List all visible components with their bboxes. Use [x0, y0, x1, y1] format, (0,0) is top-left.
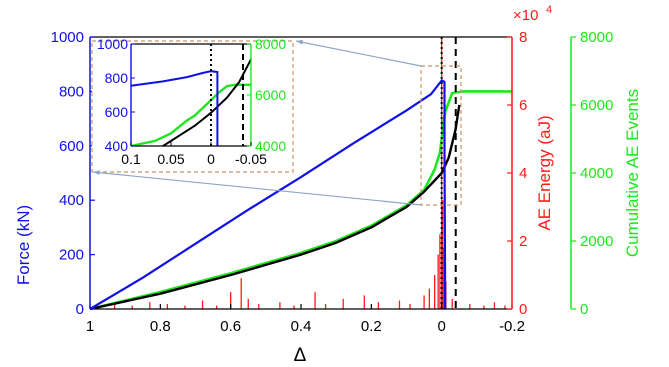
energy-tick-label: 2 — [519, 233, 527, 250]
main-series — [89, 37, 512, 311]
force-tick-label: 0 — [76, 301, 84, 318]
x-tick-label: 0 — [437, 318, 445, 335]
energy-axis-label: AE Energy (aJ) — [535, 115, 554, 230]
inset-left-tick-label: 1000 — [97, 36, 128, 52]
inset-plot: 0.1 0.05 0 -0.05 400 600 800 1000 4000 6000 8000 — [91, 36, 462, 206]
inset-x-tick-label: 0 — [207, 151, 215, 167]
inset-right-tick-label: 4000 — [255, 138, 286, 154]
force-tick-label: 600 — [59, 138, 84, 155]
energy-tick-label: 8 — [519, 29, 527, 46]
inset-leader-bottom — [92, 171, 422, 206]
inset-leader-top-head — [296, 39, 303, 45]
inset-x-tick-label: -0.05 — [235, 151, 267, 167]
inset-events-line — [130, 83, 251, 148]
force-series-line — [89, 79, 447, 310]
inset-left-tick-label: 400 — [105, 138, 129, 154]
x-tick-label: 0.6 — [220, 318, 241, 335]
energy-multiplier-label: ×10 — [513, 7, 538, 24]
inset-right-tick-label: 6000 — [255, 87, 286, 103]
inset-force-line — [130, 70, 219, 146]
force-axis-label: Force (kN) — [14, 205, 33, 285]
x-tick-label: 0.4 — [291, 318, 312, 335]
force-tick-label: 200 — [59, 247, 84, 264]
x-tick-label: 0.8 — [150, 318, 171, 335]
energy-tick-label: 4 — [519, 165, 527, 182]
energy-tick-label: 0 — [519, 301, 527, 318]
axis-labels: Δ Force (kN) AE Energy (aJ) Cumulative A… — [14, 4, 642, 366]
events-tick-label: 0 — [580, 301, 588, 318]
x-tick-label: -0.2 — [499, 318, 525, 335]
x-axis-label: Δ — [294, 345, 307, 366]
inset-left-tick-label: 800 — [105, 70, 129, 86]
inset-leader-top — [295, 40, 422, 67]
zoom-region-box — [420, 65, 462, 206]
events-axis-label: Cumulative AE Events — [623, 89, 642, 257]
inset-x-tick-label: 0.1 — [121, 151, 141, 167]
inset-left-tick-label: 600 — [105, 104, 129, 120]
inset-leader-bottom-head — [93, 170, 100, 175]
inset-right-tick-label: 8000 — [255, 36, 286, 52]
events-tick-label: 6000 — [580, 97, 613, 114]
events-tick-label: 2000 — [580, 233, 613, 250]
force-tick-label: 800 — [59, 83, 84, 100]
energy-multiplier-exponent: 4 — [546, 4, 552, 16]
events-tick-label: 8000 — [580, 29, 613, 46]
force-tick-label: 1000 — [51, 29, 84, 46]
x-tick-label: 0.2 — [361, 318, 382, 335]
inset-frame — [91, 40, 294, 173]
x-tick-label: 1 — [86, 318, 94, 335]
force-tick-label: 400 — [59, 192, 84, 209]
inset-x-tick-label: 0.05 — [157, 151, 184, 167]
inset-fit-line — [162, 58, 252, 147]
energy-tick-label: 6 — [519, 97, 527, 114]
events-tick-label: 4000 — [580, 165, 613, 182]
fit-series-line — [89, 104, 461, 311]
main-axes: 1 0.8 0.6 0.4 0.2 0 -0.20200400600800100002468… — [51, 29, 614, 335]
